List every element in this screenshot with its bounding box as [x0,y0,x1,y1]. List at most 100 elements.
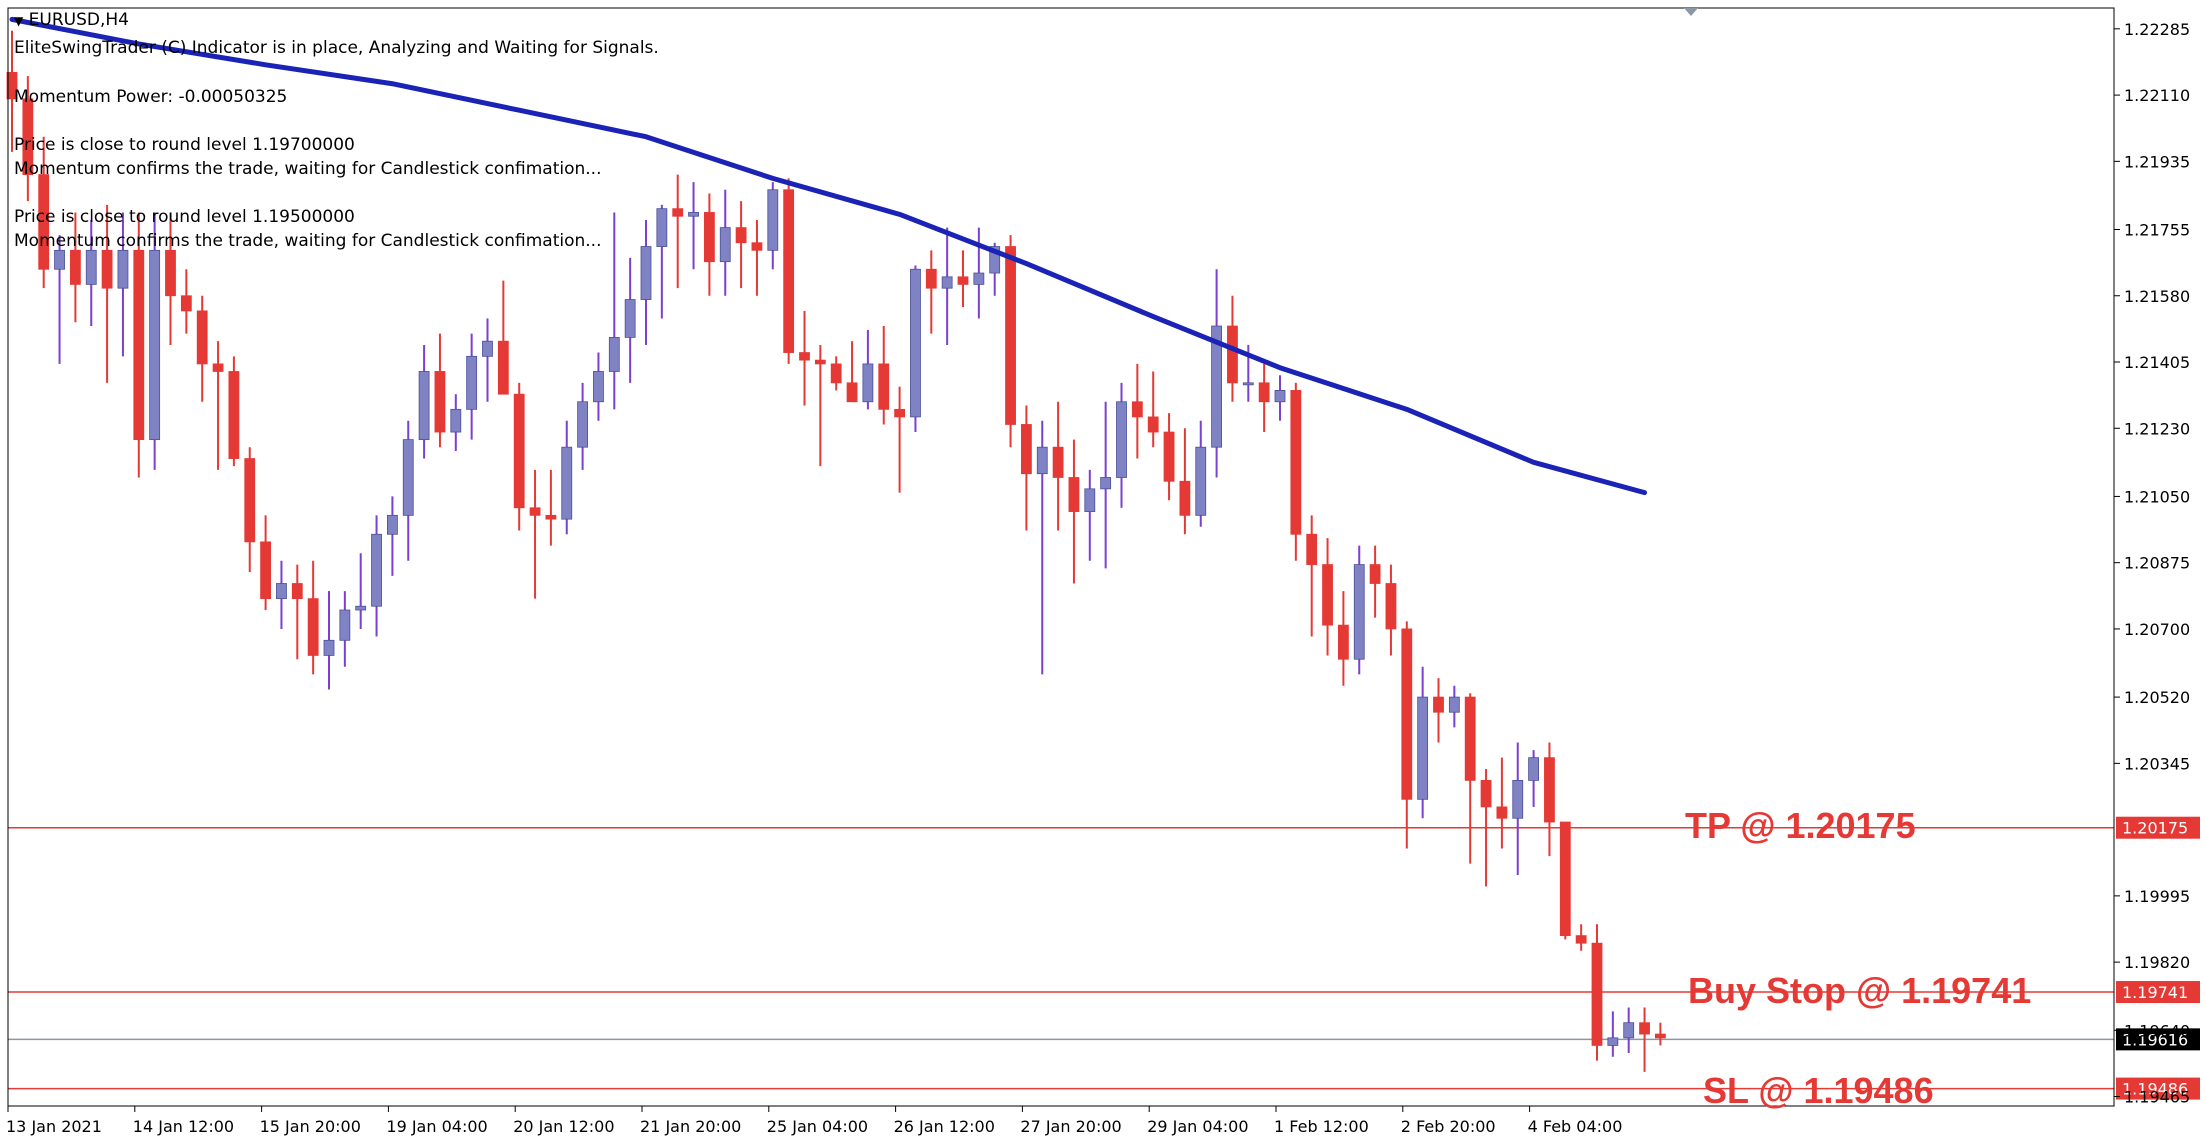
candle [291,564,303,660]
candle [54,235,65,364]
candle-body [466,355,478,410]
candle [1274,375,1286,421]
candle-body [1464,696,1476,781]
candle-body [244,458,256,543]
candle [180,269,192,334]
x-tick-label: 4 Feb 04:00 [1528,1117,1623,1136]
candle-body [814,359,826,365]
candle [1528,750,1539,807]
candle-body [1575,935,1587,944]
candle-body [577,401,588,448]
candle-body [1322,564,1333,626]
x-tick-label: 1 Feb 12:00 [1274,1117,1369,1136]
candle-body [1417,696,1429,800]
symbol-title-text: EURUSD,H4 [28,10,129,30]
candle-body [1353,564,1365,660]
candle [85,220,97,327]
buy-stop-label: Buy Stop @ 1.19741 [1688,970,2032,1011]
candle [1052,401,1064,531]
candle-body [973,272,985,285]
y-tick-label: 1.21230 [2124,419,2190,438]
candle [133,212,145,478]
y-tick-label: 1.21405 [2124,353,2190,372]
y-tick-label: 1.19995 [2124,887,2190,906]
candle-body [1100,477,1112,490]
chart-frame [7,7,2115,1107]
candle [1353,545,1365,675]
candle-body [767,189,779,251]
candle-body [85,249,97,285]
candle-body [1258,382,1270,403]
candle [244,447,256,573]
candle-body [180,295,192,312]
candle [307,560,319,675]
candle [1575,924,1587,951]
candle [1322,538,1333,656]
candle-body [339,609,351,641]
candle-body [862,363,874,403]
candle [1417,666,1429,819]
shift-marker-icon [1684,8,1698,16]
candle [1480,769,1492,887]
candle-body [418,371,430,441]
candle-body [371,533,382,607]
candle-body [307,598,319,656]
candle [783,178,795,364]
momentum-confirm-text-2: Momentum confirms the trade, waiting for… [14,231,602,251]
candle [165,212,176,345]
candle [1655,1022,1666,1046]
candle [418,344,430,459]
candle [1084,469,1096,561]
candle-body [1496,806,1508,819]
candle-body [1607,1037,1619,1046]
candle [1163,413,1175,501]
candle-body [957,276,969,285]
candle-body [735,227,747,244]
candle [513,382,525,531]
candle-body [513,393,525,509]
candle-body [1306,533,1318,565]
candle [593,352,604,421]
candle [1100,401,1112,569]
candle-body [1401,628,1413,800]
y-tick-label: 1.19820 [2124,953,2190,972]
candles-layer [6,30,1666,1072]
candle [894,386,905,493]
candle-body [1591,942,1603,1046]
symbol-title[interactable]: ▼ EURUSD,H4 [14,10,129,30]
candle-body [1290,390,1302,535]
candle [910,265,921,433]
tp-label: TP @ 1.20175 [1685,805,1916,846]
candle [402,420,414,561]
candle-body [1655,1033,1666,1039]
candle-body [640,246,652,300]
candle-body [22,98,34,175]
candle-body [212,363,224,372]
candle [957,250,969,308]
candle [608,212,620,410]
candle [878,326,890,425]
candle-body [704,212,715,263]
y-tick-label: 1.21755 [2124,220,2190,239]
candle-body [1528,757,1539,781]
candle [688,182,699,270]
y-tick-label: 1.20875 [2124,554,2190,573]
candle-body [38,174,50,270]
candle-body [624,299,636,338]
candle-body [545,514,557,520]
candle [640,220,652,345]
candle [38,136,50,289]
candle [561,420,573,535]
candle [830,356,842,391]
dropdown-triangle-icon[interactable]: ▼ [14,14,24,28]
x-tick-label: 21 Jan 20:00 [640,1117,741,1136]
candle-body [593,371,604,403]
candle-body [1448,696,1460,713]
candle-body [1116,401,1127,478]
candle-body [133,249,145,441]
candle [545,469,557,546]
candle [228,356,240,467]
candle-body [989,246,1001,274]
